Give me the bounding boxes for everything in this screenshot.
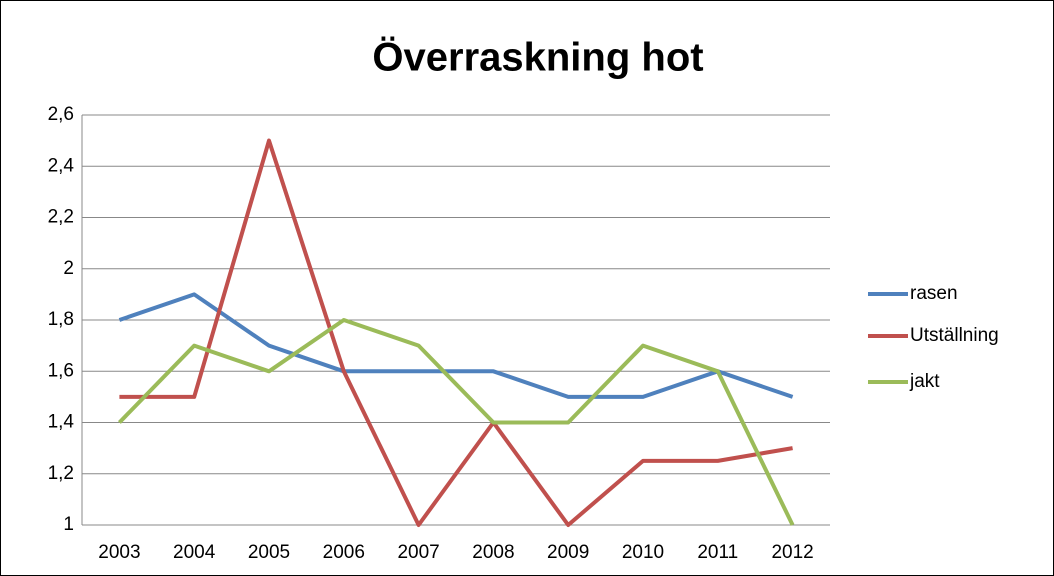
- legend-label: Utställning: [910, 325, 999, 346]
- y-tick-label: 1: [63, 514, 74, 535]
- x-tick-label: 2010: [622, 542, 664, 563]
- y-tick-label: 1,2: [48, 463, 74, 484]
- x-tick-label: 2011: [697, 542, 738, 563]
- x-tick-label: 2005: [248, 542, 290, 563]
- y-tick-label: 2: [63, 258, 74, 279]
- x-tick-label: 2007: [397, 542, 439, 563]
- y-tick-label: 2,2: [48, 207, 74, 228]
- y-tick-label: 1,4: [48, 412, 75, 433]
- x-tick-label: 2006: [323, 542, 365, 563]
- series-line: [117, 318, 795, 526]
- y-tick-label: 1,6: [48, 360, 74, 381]
- x-tick-label: 2004: [173, 542, 216, 563]
- x-tick-label: 2003: [98, 542, 140, 563]
- series-line: [118, 292, 794, 399]
- legend-label: jakt: [909, 371, 940, 392]
- y-tick-label: 1,8: [48, 309, 74, 330]
- x-tick-label: 2012: [771, 542, 813, 563]
- x-tick-label: 2008: [472, 542, 514, 563]
- legend-label: rasen: [910, 283, 958, 304]
- x-tick-label: 2009: [547, 542, 589, 563]
- y-tick-label: 2,6: [48, 104, 74, 125]
- y-tick-label: 2,4: [48, 155, 75, 176]
- series-line: [119, 138, 793, 527]
- chart-title: Överraskning hot: [372, 35, 703, 80]
